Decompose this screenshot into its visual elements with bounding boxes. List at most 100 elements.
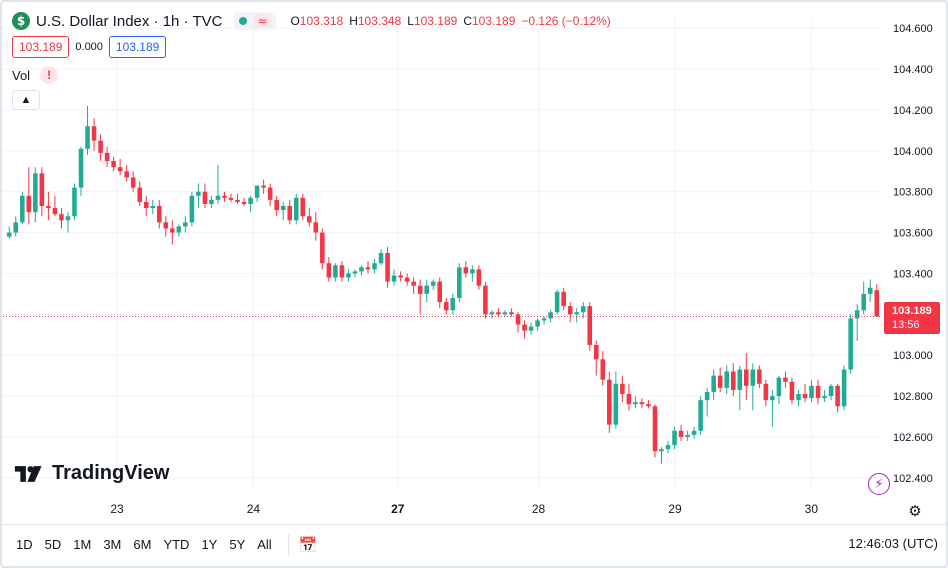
candle — [183, 216, 188, 233]
x-tick-label: 30 — [805, 502, 819, 516]
candle-body — [646, 404, 651, 407]
candle-body — [352, 271, 358, 274]
candle-body — [365, 267, 371, 270]
time-axis: 23 24 27 28 29 30 — [110, 502, 818, 516]
candle-body — [809, 385, 814, 399]
candle-body — [607, 379, 612, 425]
candle — [104, 146, 110, 168]
candle — [828, 383, 834, 401]
candle-body — [672, 430, 677, 446]
candle — [737, 365, 743, 411]
candle-body — [443, 302, 449, 311]
warning-icon[interactable]: ! — [40, 66, 59, 84]
candle — [235, 193, 240, 204]
range-button-6m[interactable]: 6M — [133, 537, 152, 552]
range-buttons: 1D 5D 1M 3M 6M YTD 1Y 5Y All — [10, 533, 278, 556]
candle — [626, 383, 632, 411]
candle — [254, 185, 260, 202]
close-value: C103.189 — [463, 14, 516, 28]
candle — [417, 279, 423, 315]
candle-body — [163, 222, 169, 229]
candle — [150, 199, 156, 215]
range-button-ytd[interactable]: YTD — [163, 537, 190, 552]
candle-body — [326, 263, 332, 278]
candle-body — [293, 197, 299, 221]
volume-legend: Vol ! — [12, 66, 59, 84]
candle-body — [313, 222, 319, 233]
candle — [717, 367, 723, 392]
buy-price-button[interactable]: 103.189 — [108, 36, 167, 58]
candle-body — [13, 222, 19, 233]
range-button-3m[interactable]: 3M — [103, 537, 122, 552]
candle-body — [235, 199, 240, 202]
sell-price-button[interactable]: 103.189 — [12, 36, 70, 58]
candle-body — [633, 402, 638, 405]
candle-body — [613, 383, 619, 425]
candle — [593, 340, 599, 376]
range-button-1d[interactable]: 1D — [16, 537, 33, 552]
candle-body — [561, 291, 566, 307]
range-button-5y[interactable]: 5Y — [229, 537, 246, 552]
candle — [470, 265, 475, 282]
tradingview-logo[interactable]: TradingView — [14, 462, 169, 485]
market-status[interactable]: ≈ — [234, 12, 277, 30]
candle-body — [33, 173, 38, 213]
candle-body — [391, 275, 397, 282]
candle — [848, 314, 853, 374]
candle-body — [398, 275, 403, 278]
candle-body — [744, 369, 749, 386]
candle — [176, 224, 182, 237]
symbol-title[interactable]: U.S. Dollar Index · 1h · TVC — [36, 12, 223, 30]
candle-body — [496, 312, 501, 315]
range-button-1m[interactable]: 1M — [73, 537, 92, 552]
candle-body — [711, 375, 716, 392]
candle — [815, 379, 821, 405]
candle-body — [541, 318, 547, 321]
candle-body — [385, 253, 390, 282]
quote-boxes: 103.189 0.000 103.189 — [12, 36, 167, 58]
candle — [6, 226, 12, 239]
candle — [189, 191, 195, 227]
range-button-all[interactable]: All — [257, 537, 272, 552]
candle-body — [209, 199, 214, 204]
chart-grid — [0, 18, 880, 488]
candle — [483, 281, 488, 319]
candle-body — [117, 167, 123, 172]
candle-body — [176, 226, 182, 233]
candle-body — [535, 320, 540, 327]
candle-body — [202, 191, 208, 204]
candle-body — [828, 385, 834, 397]
candle — [763, 379, 769, 407]
toolbar-divider — [287, 533, 289, 556]
candle-body — [104, 152, 110, 162]
candle — [163, 216, 169, 237]
open-value: O103.318 — [290, 14, 344, 28]
settings-gear-icon[interactable]: ⚙ — [908, 502, 922, 520]
candle-body — [861, 293, 866, 311]
candle-body — [620, 383, 625, 394]
candle — [613, 371, 619, 429]
candle-body — [867, 287, 873, 294]
collapse-legend-button[interactable]: ▲ — [12, 90, 40, 110]
candle — [620, 375, 625, 403]
price-chart[interactable]: 102.400102.600102.800103.000103.200103.4… — [0, 0, 948, 524]
candle — [496, 308, 501, 317]
candle — [770, 389, 775, 427]
candle — [359, 265, 364, 276]
candle — [652, 404, 658, 458]
candle — [541, 316, 547, 325]
lightning-icon[interactable]: ⚡ — [868, 473, 890, 495]
candle-body — [763, 383, 769, 401]
range-button-5d[interactable]: 5D — [44, 537, 62, 552]
range-button-1y[interactable]: 1Y — [201, 537, 218, 552]
candle-body — [580, 306, 586, 313]
candle — [835, 383, 840, 413]
dollar-icon[interactable]: $ — [12, 12, 30, 30]
utc-clock[interactable]: 12:46:03 (UTC) — [848, 536, 938, 551]
candle — [724, 365, 730, 394]
candle — [861, 281, 866, 315]
volume-label[interactable]: Vol — [12, 67, 31, 83]
calendar-icon[interactable]: 📅 — [298, 535, 318, 554]
candle-body — [72, 187, 77, 217]
candles-series — [6, 105, 880, 464]
